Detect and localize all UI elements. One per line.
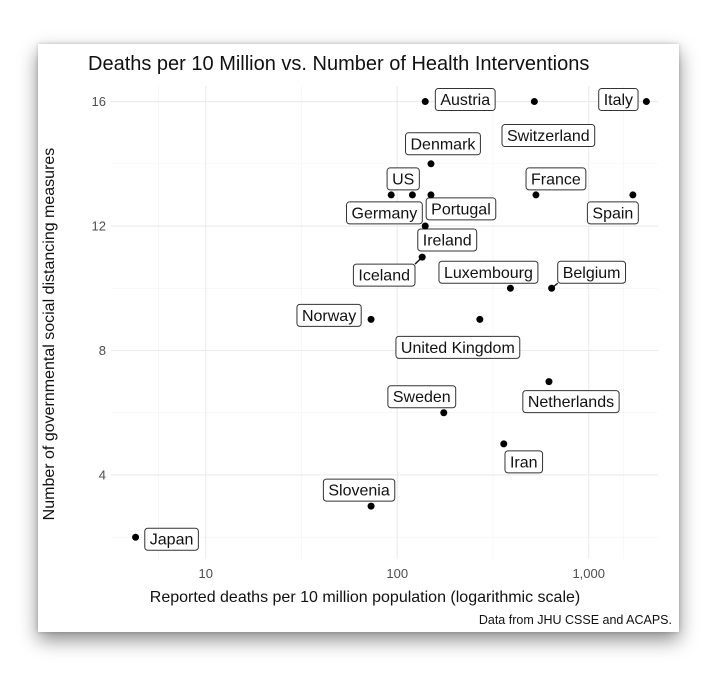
data-point-marker (427, 191, 435, 199)
data-point-group: Belgium (548, 260, 627, 292)
data-point-marker (367, 502, 375, 510)
data-point-group: Slovenia (322, 478, 396, 510)
data-point-group: Japan (132, 527, 199, 551)
y-tick-label: 4 (99, 467, 106, 482)
point-label-box (504, 450, 544, 474)
data-point-group: Germany (346, 191, 423, 225)
data-point-group: Portugal (425, 191, 497, 221)
point-label-box (438, 260, 539, 284)
point-label-box (405, 132, 481, 156)
caption: Data from JHU CSSE and ACAPS. (479, 613, 672, 627)
scatter-chart: 4 8 12 16 10 100 1,000 Austria Switzerland Ital… (41, 53, 672, 627)
point-label-box (387, 385, 457, 409)
point-label: Sweden (393, 389, 451, 406)
point-label-box (425, 197, 497, 221)
point-label: Spain (592, 205, 633, 222)
data-point-marker (642, 98, 650, 106)
point-label: Netherlands (528, 394, 614, 411)
x-axis-ticks: 10 100 1,000 (199, 566, 605, 581)
y-axis-label: Number of governmental social distancing… (41, 148, 58, 521)
point-label: Denmark (411, 136, 477, 153)
point-label: Austria (440, 92, 490, 109)
data-point-marker (629, 191, 637, 199)
data-points: Austria Switzerland Italy Denmark US Germany P… (132, 88, 650, 551)
data-point-group: Italy (598, 88, 650, 112)
point-label-box (296, 303, 362, 327)
y-tick-label: 16 (92, 94, 106, 109)
point-label: Ireland (423, 233, 472, 250)
point-label: Switzerland (507, 128, 590, 145)
data-point-marker (427, 160, 435, 168)
point-label: Norway (302, 308, 356, 325)
point-label: Germany (352, 205, 418, 222)
x-tick-label: 100 (386, 566, 408, 581)
point-label-box (501, 124, 596, 148)
point-label-box (386, 167, 420, 191)
point-label: Luxembourg (444, 265, 533, 282)
data-point-marker (367, 315, 375, 323)
data-point-group: Sweden (387, 385, 457, 417)
data-point-group: Iran (500, 440, 544, 474)
point-label-box (417, 228, 478, 252)
point-label-box (522, 390, 620, 414)
point-label: United Kingdom (401, 340, 515, 357)
data-point-group: Denmark (405, 132, 481, 168)
chart-title: Deaths per 10 Million vs. Number of Heal… (88, 53, 589, 75)
data-point-marker (532, 191, 540, 199)
data-point-group: Netherlands (522, 378, 620, 414)
y-tick-label: 12 (92, 219, 106, 234)
point-label-box (322, 478, 396, 502)
x-axis-label: Reported deaths per 10 million populatio… (150, 589, 580, 606)
point-label-box (434, 88, 496, 112)
y-tick-label: 8 (99, 343, 106, 358)
point-label: Iran (510, 454, 538, 471)
point-label: Belgium (563, 265, 621, 282)
point-label: Iceland (358, 268, 410, 285)
point-label: Japan (150, 532, 194, 549)
point-label: Italy (604, 92, 633, 109)
point-label-box (144, 527, 199, 551)
chart-card: 4 8 12 16 10 100 1,000 Austria Switzerland Ital… (38, 44, 679, 632)
data-point-group: United Kingdom (395, 315, 521, 359)
point-label: Slovenia (328, 483, 389, 500)
point-label-box (586, 201, 639, 225)
point-label-box (395, 335, 521, 359)
data-point-marker (132, 533, 140, 541)
grid (111, 86, 658, 559)
data-point-marker (506, 284, 514, 292)
data-point-marker (421, 222, 429, 230)
data-point-group: Iceland (352, 253, 426, 287)
data-point-group: Norway (296, 303, 375, 327)
x-tick-label: 10 (199, 566, 213, 581)
data-point-marker (530, 98, 538, 106)
point-label: Portugal (431, 201, 491, 218)
data-point-marker (387, 191, 395, 199)
data-point-group: Ireland (417, 222, 478, 252)
point-label: France (531, 171, 581, 188)
point-label: US (392, 171, 414, 188)
data-point-marker (545, 378, 553, 386)
data-point-marker (418, 253, 426, 261)
point-label-box (346, 201, 423, 225)
point-label-box (525, 167, 587, 191)
data-point-marker (408, 191, 416, 199)
point-label-box (557, 260, 627, 284)
y-axis-ticks: 4 8 12 16 (92, 94, 106, 482)
data-point-marker (548, 284, 556, 292)
data-point-marker (476, 315, 484, 323)
data-point-group: Spain (586, 191, 639, 225)
data-point-group: Austria (421, 88, 496, 112)
point-label-box (352, 263, 416, 287)
data-point-marker (500, 440, 508, 448)
data-point-group: Luxembourg (438, 260, 539, 292)
x-tick-label: 1,000 (572, 566, 605, 581)
point-label-box (598, 88, 639, 112)
data-point-group: Switzerland (501, 98, 596, 148)
data-point-group: US (386, 167, 420, 199)
data-point-group: France (525, 167, 587, 199)
data-point-marker (421, 98, 429, 106)
data-point-marker (440, 409, 448, 417)
